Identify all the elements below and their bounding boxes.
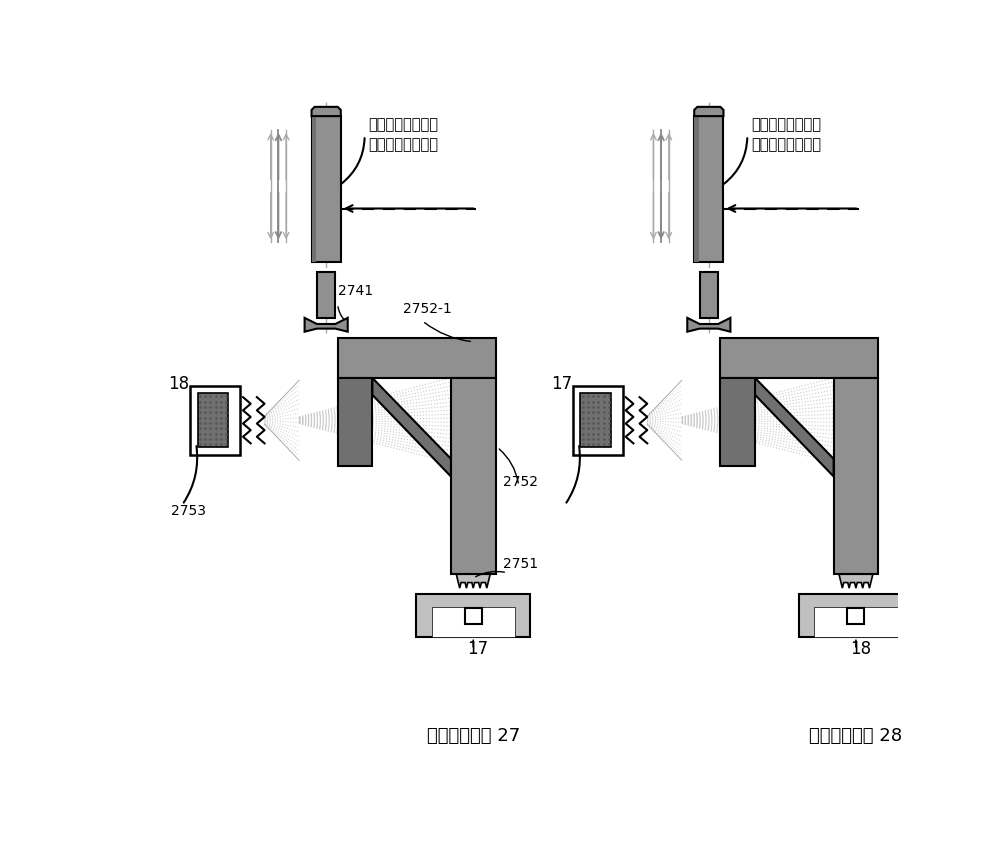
Text: 18: 18 <box>850 641 871 659</box>
Polygon shape <box>312 106 341 116</box>
Bar <box>847 608 864 624</box>
Bar <box>312 116 341 262</box>
Text: 2741: 2741 <box>338 284 373 297</box>
Bar <box>198 394 228 447</box>
Bar <box>834 378 878 574</box>
Polygon shape <box>694 106 723 116</box>
Polygon shape <box>687 318 730 331</box>
Bar <box>451 378 496 574</box>
Text: 2753: 2753 <box>171 504 206 518</box>
Bar <box>312 116 316 262</box>
Polygon shape <box>372 378 451 476</box>
Polygon shape <box>305 318 348 331</box>
Bar <box>190 386 240 455</box>
Bar <box>580 394 611 447</box>
Bar <box>694 116 699 262</box>
Text: 具体实施方案 28: 具体实施方案 28 <box>809 728 902 746</box>
Bar <box>720 378 755 466</box>
Bar <box>799 595 913 637</box>
Polygon shape <box>755 378 834 476</box>
Bar <box>317 272 335 318</box>
Polygon shape <box>839 574 873 588</box>
Text: 17: 17 <box>551 376 572 394</box>
Text: 2752-1: 2752-1 <box>403 302 452 316</box>
Bar <box>465 608 482 624</box>
Text: 的位置，光路导通: 的位置，光路导通 <box>369 137 439 153</box>
Text: 此为按键上升静止: 此为按键上升静止 <box>751 118 821 132</box>
Text: 此为按键上升静止: 此为按键上升静止 <box>369 118 439 132</box>
Text: 18: 18 <box>168 376 189 394</box>
Bar <box>338 378 372 466</box>
Text: 2752: 2752 <box>503 475 538 489</box>
Text: 2751: 2751 <box>503 557 538 571</box>
Bar <box>338 338 496 378</box>
Polygon shape <box>456 574 490 588</box>
Bar <box>573 386 623 455</box>
Text: 的位置，光路导通: 的位置，光路导通 <box>751 137 821 153</box>
Bar <box>432 607 515 637</box>
Bar <box>694 116 723 262</box>
Text: 具体实施方案 27: 具体实施方案 27 <box>427 728 520 746</box>
Bar <box>720 338 878 378</box>
Bar <box>700 272 718 318</box>
Bar <box>814 607 898 637</box>
Text: 17: 17 <box>467 641 488 659</box>
Bar <box>416 595 530 637</box>
